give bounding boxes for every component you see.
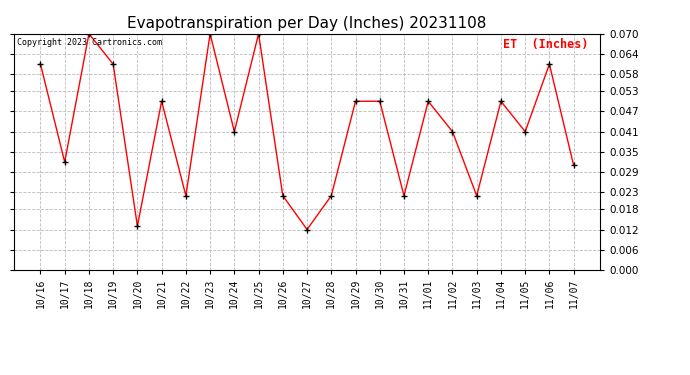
Text: Copyright 2023 Cartronics.com: Copyright 2023 Cartronics.com	[17, 39, 161, 48]
Text: ET  (Inches): ET (Inches)	[503, 39, 589, 51]
Title: Evapotranspiration per Day (Inches) 20231108: Evapotranspiration per Day (Inches) 2023…	[128, 16, 486, 31]
